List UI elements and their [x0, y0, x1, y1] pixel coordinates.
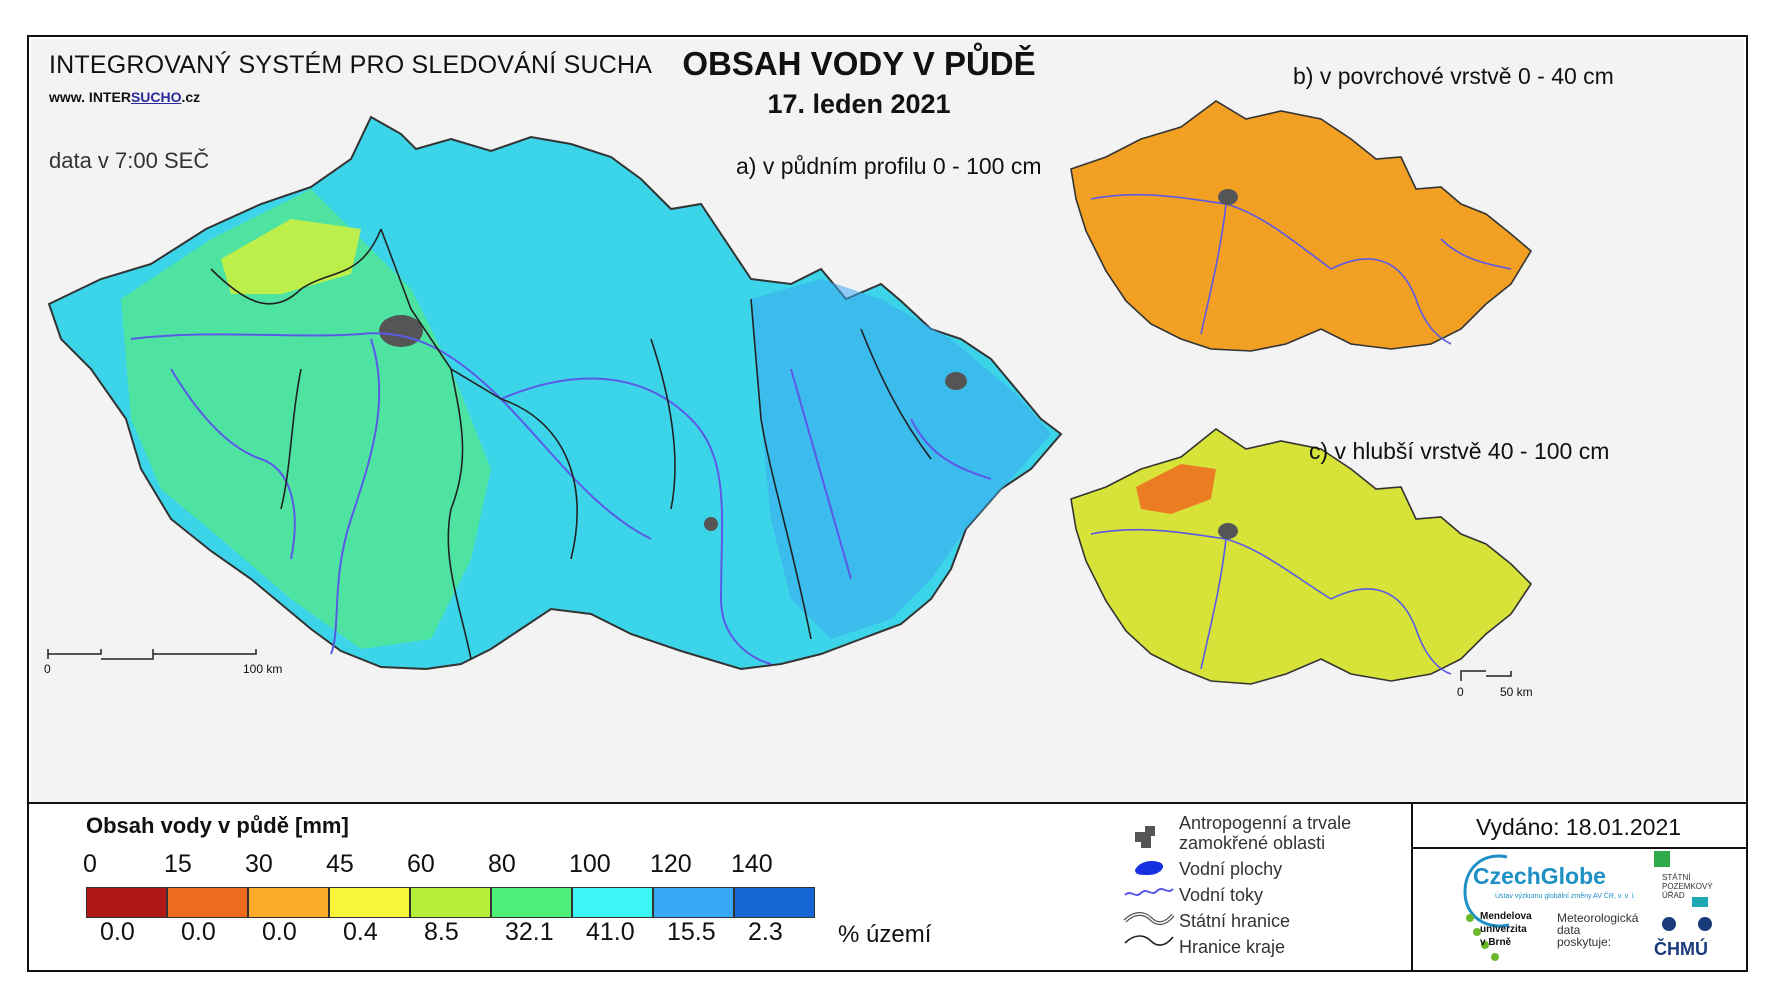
legend-percent-7: 15.5 [667, 918, 716, 946]
divider-vertical [1411, 804, 1413, 970]
legend-percent-4: 8.5 [424, 918, 459, 946]
issued-date: Vydáno: 18.01.2021 [1476, 814, 1682, 840]
legend-swatch-5 [491, 887, 572, 918]
anthropogenic-icon [1135, 826, 1155, 848]
meteo-line-2: data [1557, 923, 1581, 937]
spu-logo-text: STÁTNÍ POZEMKOVÝ ÚŘAD [1662, 873, 1713, 900]
anthropogenic-label: Antropogenní a trvale zamokřené oblasti [1179, 813, 1352, 853]
mendel-line-2: univerzita [1480, 924, 1527, 935]
data-time: data v 7:00 SEČ [49, 148, 210, 173]
system-title: INTEGROVANÝ SYSTÉM PRO SLEDOVÁNÍ SUCHA [49, 51, 653, 79]
rivers-icon [1124, 888, 1174, 896]
divider-horizontal [29, 802, 1746, 804]
map-c-label: c) v hlubší vrstvě 40 - 100 cm [1309, 438, 1610, 464]
maps-svg [47, 100, 1533, 685]
region-border-label: Hranice kraje [1179, 937, 1286, 957]
legend-tick-45: 45 [326, 850, 354, 878]
legend-tick-120: 120 [650, 850, 692, 878]
legend-tick-60: 60 [407, 850, 435, 878]
czechglobe-subtitle: Ústav výzkumu globální změny AV ČR, v. v… [1495, 893, 1636, 900]
chmu-logo-dot [1698, 917, 1712, 931]
map-a-yellow-patch [221, 219, 361, 294]
legend-tick-100: 100 [569, 850, 611, 878]
rivers-label: Vodní toky [1179, 885, 1264, 905]
legend-percent-0: 0.0 [100, 918, 135, 946]
legend-tick-30: 30 [245, 850, 273, 878]
legend-tick-140: 140 [731, 850, 773, 878]
map-a-west-green [121, 189, 491, 649]
legend-percent-5: 32.1 [505, 918, 554, 946]
chmu-logo: ČHMÚ [1654, 939, 1708, 959]
mendel-logo-text: Mendelova univerzita v Brně [1480, 910, 1532, 949]
legend-swatch-6 [572, 887, 653, 918]
state-border-label: Státní hranice [1179, 911, 1291, 931]
map-a-scale-end: 100 km [243, 662, 283, 676]
map-c-scale-end: 50 km [1500, 685, 1533, 699]
map-a-region-borders [210, 228, 932, 660]
water-bodies-icon [1135, 861, 1164, 875]
map-c-orange-patch [1136, 464, 1216, 514]
legend-title: Obsah vody v půdě [mm] [86, 813, 349, 838]
map-b-label: b) v povrchové vrstvě 0 - 40 cm [1293, 63, 1614, 89]
state-border-icon [1123, 912, 1175, 926]
legend-swatch-0 [86, 887, 167, 918]
map-a-ostrava [945, 372, 967, 390]
meteo-line-1: Meteorologická [1557, 911, 1639, 925]
legend-percent-6: 41.0 [586, 918, 635, 946]
mendel-dot [1491, 953, 1499, 961]
map-panel: INTEGROVANÝ SYSTÉM PRO SLEDOVÁNÍ SUCHA w… [31, 39, 1744, 802]
map-b-country-shape [1070, 100, 1533, 352]
legend-tick-0: 0 [83, 850, 97, 878]
water-bodies-label: Vodní plochy [1179, 859, 1283, 879]
mendel-line-3: v Brně [1480, 937, 1512, 948]
spu-logo-icon [1654, 851, 1670, 867]
website-prefix: www. INTER [49, 89, 131, 105]
region-border-icon [1124, 935, 1174, 946]
map-c-country-shape [1070, 428, 1533, 685]
state-border-inner-icon [1124, 913, 1174, 924]
map-frame: INTEGROVANÝ SYSTÉM PRO SLEDOVÁNÍ SUCHA w… [27, 35, 1748, 972]
map-a-brno [704, 517, 718, 531]
legend-percent-1: 0.0 [181, 918, 216, 946]
map-c-rivers [1090, 528, 1452, 675]
mendel-dot [1466, 914, 1474, 922]
legend-swatch-8 [734, 887, 815, 918]
map-c-scale-bar [1460, 670, 1512, 681]
website-link[interactable]: www. INTERSUCHO.cz [49, 89, 200, 105]
main-title: OBSAH VODY V PŮDĚ [682, 45, 1036, 82]
map-c-scale-start: 0 [1457, 685, 1464, 699]
legend-percent-2: 0.0 [262, 918, 297, 946]
chmu-logo-dot [1662, 917, 1676, 931]
map-a-scale-bar [47, 649, 257, 660]
spu-line-1: STÁTNÍ [1662, 873, 1691, 882]
map-a-prague [379, 315, 423, 347]
percent-unit: % území [838, 921, 932, 948]
spu-line-3: ÚŘAD [1662, 891, 1685, 900]
website-underlined: SUCHO [130, 89, 182, 105]
map-a-east-blue [751, 279, 1051, 639]
map-a-label: a) v půdním profilu 0 - 100 cm [736, 153, 1042, 179]
legend-tick-80: 80 [488, 850, 516, 878]
map-a-scale-start: 0 [44, 662, 51, 676]
czechglobe-logo: CzechGlobe [1473, 863, 1606, 889]
meteo-text: Meteorologická data poskytuje: [1557, 912, 1638, 948]
legend-swatch-2 [248, 887, 329, 918]
meteo-line-3: poskytuje: [1557, 935, 1612, 949]
legend-swatch-3 [329, 887, 410, 918]
map-b-prague [1218, 189, 1238, 205]
website-suffix: .cz [181, 89, 201, 105]
map-a-rivers [130, 332, 992, 665]
legend-percent-8: 2.3 [748, 918, 783, 946]
map-date: 17. leden 2021 [767, 89, 951, 119]
spu-line-2: POZEMKOVÝ [1662, 882, 1713, 891]
issued-divider [1413, 847, 1746, 849]
legend-swatch-7 [653, 887, 734, 918]
legend-tick-15: 15 [164, 850, 192, 878]
legend-swatch-1 [167, 887, 248, 918]
mendel-line-1: Mendelova [1480, 911, 1532, 922]
map-c-prague [1218, 523, 1238, 539]
legend-swatch-4 [410, 887, 491, 918]
legend-percent-3: 0.4 [343, 918, 378, 946]
